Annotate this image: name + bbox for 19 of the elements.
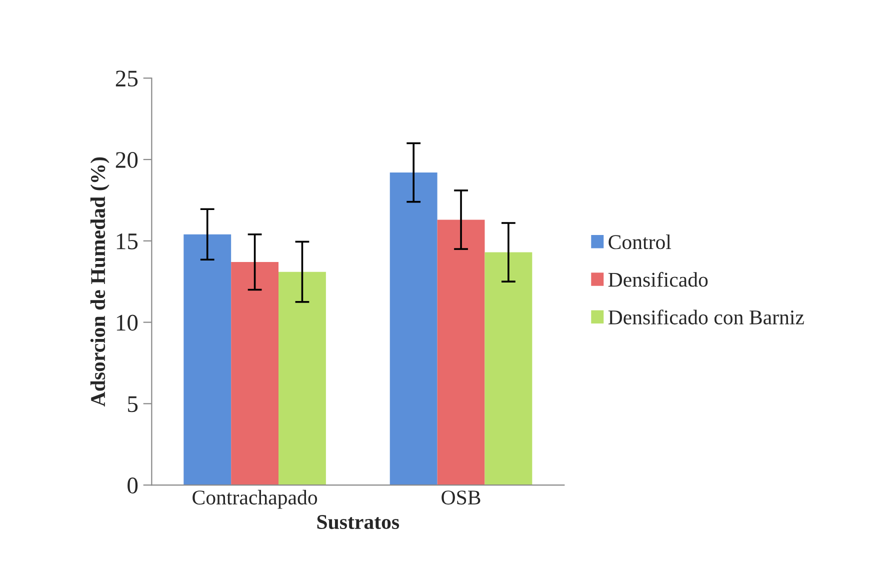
bar: [278, 272, 326, 486]
legend-label: Densificado: [608, 272, 708, 287]
y-tick-label: 20: [116, 152, 138, 168]
y-tick-label: 15: [116, 234, 138, 250]
y-tick-label: 10: [116, 314, 138, 331]
bar: [184, 234, 232, 486]
y-axis-title: Adsorcion de Humedad (%): [90, 157, 110, 406]
bar: [437, 220, 485, 486]
y-tick-label: 0: [128, 478, 138, 494]
x-tick-label: Contrachapado: [192, 490, 318, 509]
x-tick-label: OSB: [442, 490, 480, 505]
legend-label: Densificado con Barniz: [608, 310, 804, 324]
y-tick-label: 5: [128, 396, 138, 412]
y-tick-label: 25: [116, 70, 138, 87]
bar: [231, 262, 279, 486]
legend-label: Control: [608, 234, 672, 250]
bar: [390, 172, 438, 486]
x-axis-title: Sustratos: [317, 515, 400, 530]
bar: [484, 252, 532, 486]
